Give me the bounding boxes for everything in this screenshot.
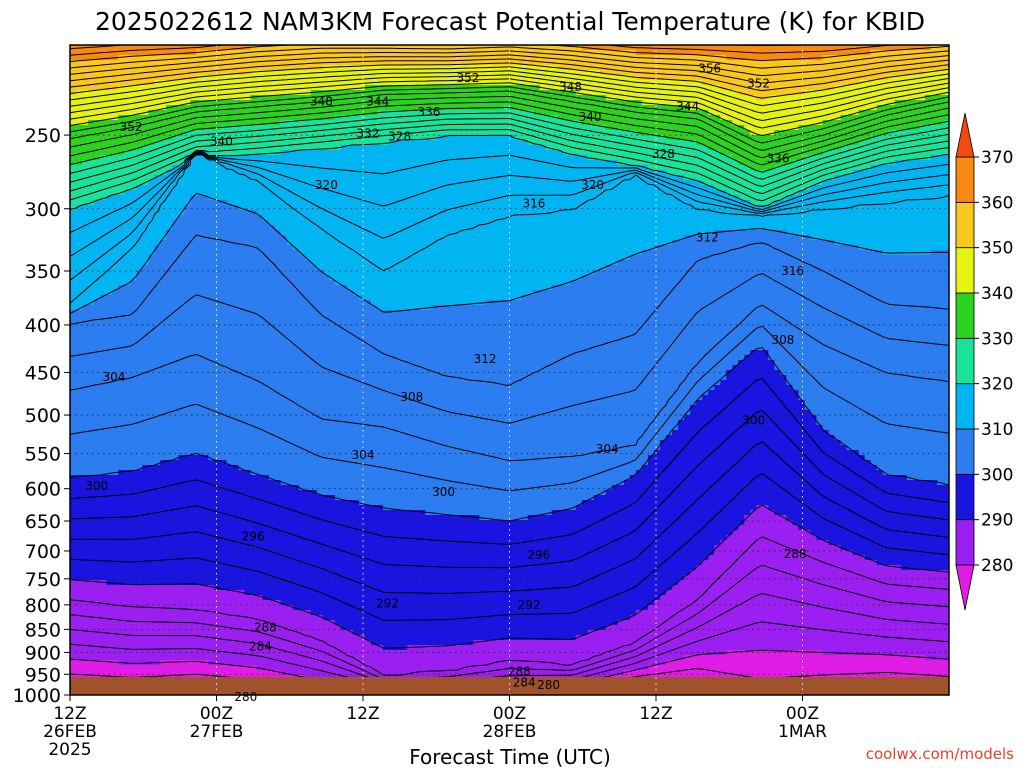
y-tick-label-750: 750: [25, 569, 61, 591]
colorbar-label-310: 310: [981, 420, 1013, 440]
y-tick-label-500: 500: [25, 405, 61, 427]
contour-label-312: 312: [474, 352, 497, 366]
y-tick-label-400: 400: [25, 315, 61, 337]
contour-label-296: 296: [242, 529, 265, 543]
y-tick-label-600: 600: [25, 479, 61, 501]
contour-label-304: 304: [596, 442, 619, 456]
contour-label-320: 320: [581, 178, 604, 192]
colorbar-band-340: [956, 248, 974, 293]
cross-section-chart: 2025022612 NAM3KM Forecast Potential Tem…: [0, 0, 1024, 768]
y-tick-label-350: 350: [25, 261, 61, 283]
x-tick-label: 28FEB: [483, 722, 537, 742]
y-tick-label-550: 550: [25, 444, 61, 466]
contour-label-280: 280: [537, 678, 560, 692]
credit-text: coolwx.com/models: [866, 745, 1014, 763]
colorbar-band-320: [956, 338, 974, 383]
contour-label-284: 284: [513, 676, 536, 690]
contour-label-296: 296: [527, 548, 550, 562]
colorbar-label-370: 370: [981, 148, 1013, 168]
colorbar-label-320: 320: [981, 375, 1013, 395]
y-tick-label-850: 850: [25, 619, 61, 641]
colorbar-label-340: 340: [981, 284, 1013, 304]
contour-label-328: 328: [388, 130, 411, 144]
y-tick-label-800: 800: [25, 595, 61, 617]
x-tick-label: 00Z: [493, 704, 526, 724]
y-tick-label-900: 900: [25, 642, 61, 664]
contour-label-288: 288: [254, 620, 277, 634]
colorbar-band-350: [956, 202, 974, 247]
y-tick-label-300: 300: [25, 199, 61, 221]
colorbar-band-300: [956, 429, 974, 474]
colorbar-label-280: 280: [981, 556, 1013, 576]
contour-label-300: 300: [85, 479, 108, 493]
colorbar-band-360: [956, 157, 974, 202]
x-tick-label: 00Z: [200, 704, 233, 724]
contour-label-340: 340: [210, 135, 233, 149]
x-tick-label: 12Z: [53, 704, 86, 724]
contour-label-344: 344: [366, 94, 389, 108]
colorbar-label-290: 290: [981, 511, 1013, 531]
y-tick-label-450: 450: [25, 363, 61, 385]
contour-label-304: 304: [102, 370, 125, 384]
x-tick-label: 26FEB: [43, 722, 97, 742]
x-tick-label: 12Z: [346, 704, 379, 724]
contour-label-280: 280: [234, 690, 257, 704]
contour-label-344: 344: [676, 100, 699, 114]
x-axis-label: Forecast Time (UTC): [409, 745, 611, 768]
y-tick-label-950: 950: [25, 664, 61, 686]
contour-label-312: 312: [696, 230, 719, 244]
y-tick-label-250: 250: [25, 125, 61, 147]
colorbar-label-330: 330: [981, 329, 1013, 349]
ground-strip: [70, 677, 949, 695]
contour-label-332: 332: [356, 127, 379, 141]
colorbar-band-310: [956, 384, 974, 429]
contour-label-292: 292: [518, 598, 541, 612]
contour-label-284: 284: [249, 640, 272, 654]
colorbar-label-300: 300: [981, 465, 1013, 485]
colorbar-band-290: [956, 474, 974, 519]
contour-label-336: 336: [767, 152, 790, 166]
colorbar-label-360: 360: [981, 193, 1013, 213]
colorbar-band-280: [956, 520, 974, 565]
contour-label-328: 328: [652, 147, 675, 161]
contour-label-288: 288: [784, 547, 807, 561]
x-tick-label: 2025: [48, 740, 91, 760]
contour-label-352: 352: [457, 71, 480, 85]
contour-label-356: 356: [698, 62, 721, 76]
colorbar-band-330: [956, 293, 974, 338]
contour-label-316: 316: [781, 264, 804, 278]
contour-label-300: 300: [742, 414, 765, 428]
contour-label-348: 348: [559, 80, 582, 94]
y-tick-label-700: 700: [25, 541, 61, 563]
contour-label-292: 292: [376, 596, 399, 610]
contour-label-300: 300: [432, 485, 455, 499]
x-tick-label: 27FEB: [190, 722, 244, 742]
contour-label-308: 308: [772, 333, 795, 347]
y-tick-label-650: 650: [25, 511, 61, 533]
x-tick-label: 00Z: [786, 704, 819, 724]
x-tick-label: 12Z: [639, 704, 672, 724]
contour-label-352: 352: [747, 76, 770, 90]
contour-label-320: 320: [315, 178, 338, 192]
contour-label-336: 336: [417, 105, 440, 119]
contour-label-348: 348: [310, 94, 333, 108]
x-tick-label: 1MAR: [778, 722, 827, 742]
contour-label-352: 352: [120, 120, 143, 134]
contour-label-304: 304: [352, 448, 375, 462]
contour-label-316: 316: [522, 196, 545, 210]
colorbar-label-350: 350: [981, 239, 1013, 259]
chart-title: 2025022612 NAM3KM Forecast Potential Tem…: [95, 7, 925, 36]
contour-label-308: 308: [400, 390, 423, 404]
contour-label-340: 340: [579, 110, 602, 124]
